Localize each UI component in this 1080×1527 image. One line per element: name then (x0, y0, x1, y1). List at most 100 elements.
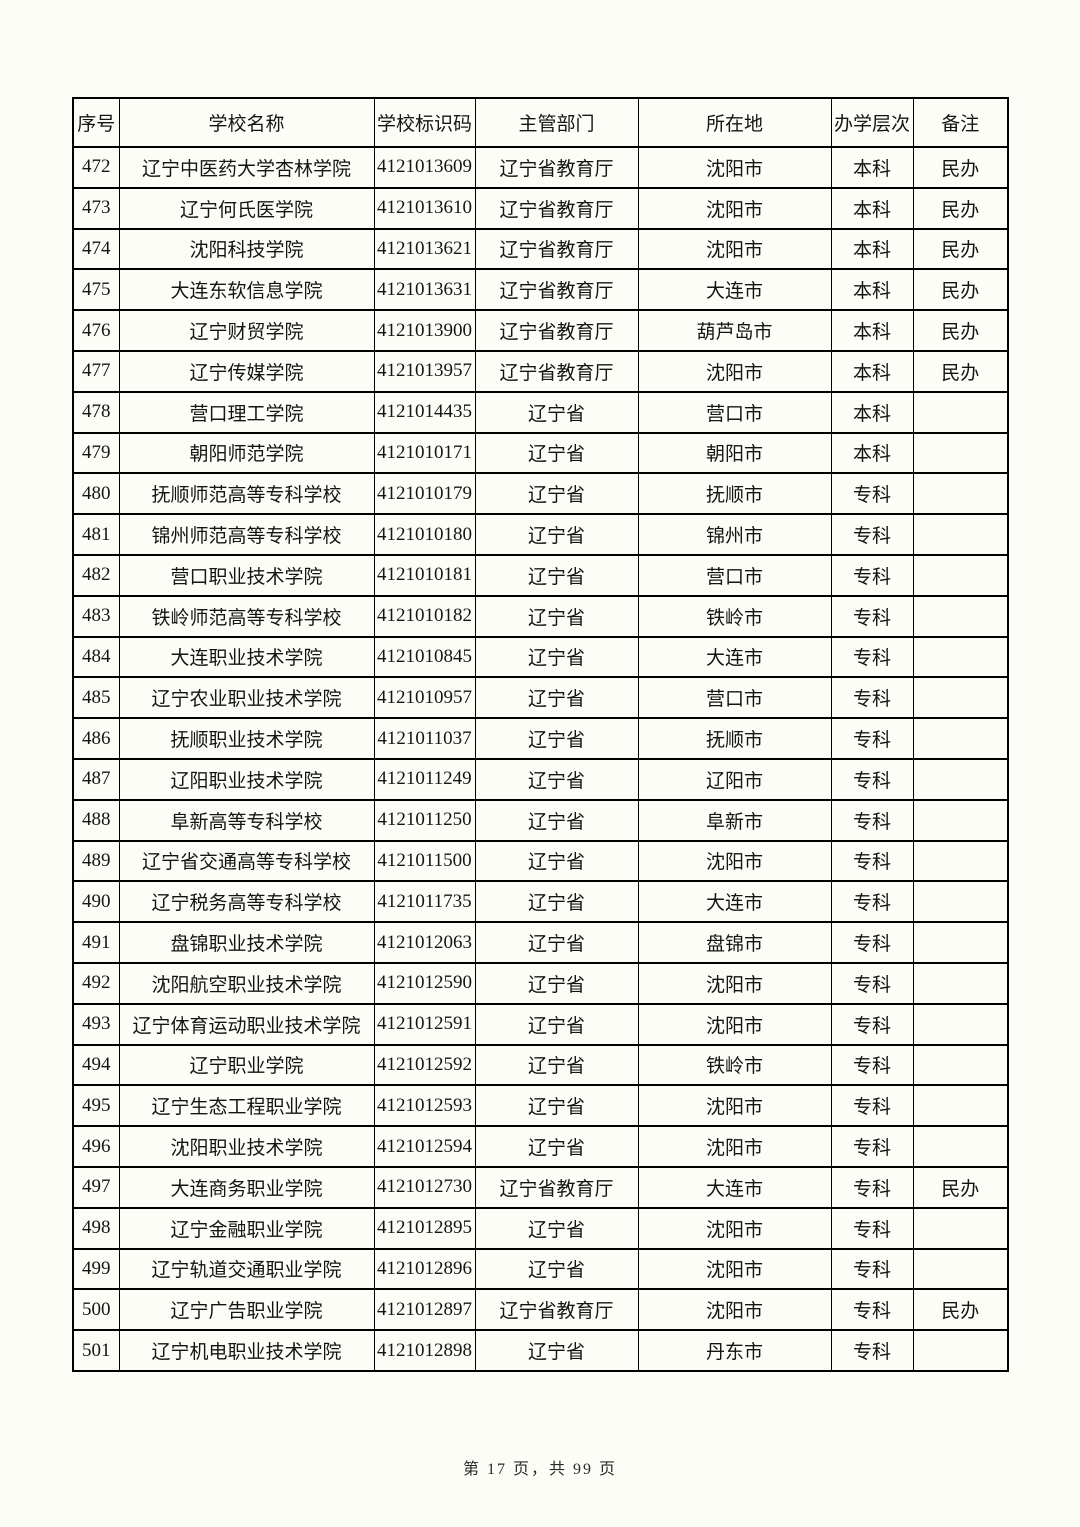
cell-authority: 辽宁省教育厅 (474, 1288, 639, 1332)
cell-serial: 483 (72, 594, 120, 638)
cell-authority: 辽宁省教育厅 (474, 309, 639, 352)
cell-authority: 辽宁省 (474, 472, 639, 516)
cell-remark (912, 635, 1009, 679)
cell-remark (912, 431, 1009, 475)
table-row: 477 辽宁传媒学院 4121013957 辽宁省教育厅 沈阳市 本科 民办 (72, 349, 1009, 393)
cell-school-name: 辽宁税务高等专科学校 (118, 880, 375, 924)
cell-location: 沈阳市 (637, 839, 832, 883)
cell-serial: 477 (72, 349, 120, 393)
table-row: 485 辽宁农业职业技术学院 4121010957 辽宁省 营口市 专科 (72, 676, 1009, 720)
cell-school-id: 4121011249 (373, 757, 476, 801)
cell-level: 专科 (830, 472, 914, 516)
cell-level: 专科 (830, 513, 914, 556)
cell-location: 沈阳市 (637, 349, 832, 393)
cell-remark (912, 594, 1009, 638)
cell-serial: 473 (72, 186, 120, 230)
cell-school-name: 大连商务职业学院 (118, 1165, 375, 1209)
cell-school-name: 辽宁体育运动职业技术学院 (118, 1002, 375, 1046)
cell-school-id: 4121012591 (373, 1002, 476, 1046)
cell-school-name: 朝阳师范学院 (118, 431, 375, 475)
cell-location: 锦州市 (637, 513, 832, 556)
cell-authority: 辽宁省 (474, 513, 639, 556)
cell-serial: 499 (72, 1247, 120, 1291)
cell-level: 专科 (830, 676, 914, 720)
table-row: 492 沈阳航空职业技术学院 4121012590 辽宁省 沈阳市 专科 (72, 961, 1009, 1005)
table-row: 499 辽宁轨道交通职业学院 4121012896 辽宁省 沈阳市 专科 (72, 1247, 1009, 1291)
cell-school-id: 4121013609 (373, 146, 476, 189)
cell-level: 专科 (830, 1329, 914, 1372)
cell-level: 专科 (830, 553, 914, 597)
cell-remark (912, 961, 1009, 1005)
cell-location: 大连市 (637, 268, 832, 312)
table-row: 481 锦州师范高等专科学校 4121010180 辽宁省 锦州市 专科 (72, 513, 1009, 556)
cell-level: 专科 (830, 1084, 914, 1128)
cell-remark: 民办 (912, 1288, 1009, 1332)
cell-school-id: 4121013957 (373, 349, 476, 393)
cell-school-id: 4121011037 (373, 717, 476, 760)
cell-remark: 民办 (912, 146, 1009, 189)
cell-serial: 489 (72, 839, 120, 883)
cell-location: 沈阳市 (637, 961, 832, 1005)
table-row: 486 抚顺职业技术学院 4121011037 辽宁省 抚顺市 专科 (72, 717, 1009, 760)
cell-serial: 484 (72, 635, 120, 679)
cell-remark (912, 513, 1009, 556)
cell-school-id: 4121010845 (373, 635, 476, 679)
cell-school-id: 4121010181 (373, 553, 476, 597)
cell-level: 专科 (830, 1002, 914, 1046)
school-list-table: 序号 学校名称 学校标识码 主管部门 所在地 办学层次 备注 472 辽宁中医药大… (72, 97, 1009, 1372)
cell-serial: 475 (72, 268, 120, 312)
cell-school-name: 辽宁金融职业学院 (118, 1206, 375, 1250)
cell-remark (912, 757, 1009, 801)
cell-level: 本科 (830, 309, 914, 352)
cell-location: 丹东市 (637, 1329, 832, 1372)
cell-level: 专科 (830, 921, 914, 964)
cell-location: 沈阳市 (637, 1002, 832, 1046)
cell-level: 专科 (830, 1288, 914, 1332)
table-row: 483 铁岭师范高等专科学校 4121010182 辽宁省 铁岭市 专科 (72, 594, 1009, 638)
cell-school-id: 4121010182 (373, 594, 476, 638)
cell-school-name: 沈阳航空职业技术学院 (118, 961, 375, 1005)
cell-remark (912, 553, 1009, 597)
cell-location: 抚顺市 (637, 472, 832, 516)
cell-school-name: 辽宁中医药大学杏林学院 (118, 146, 375, 189)
col-header-level: 办学层次 (830, 97, 914, 148)
table-body: 472 辽宁中医药大学杏林学院 4121013609 辽宁省教育厅 沈阳市 本科 民办 473… (72, 146, 1009, 1372)
cell-remark (912, 1084, 1009, 1128)
cell-remark (912, 921, 1009, 964)
cell-serial: 474 (72, 227, 120, 271)
cell-location: 盘锦市 (637, 921, 832, 964)
cell-school-id: 4121012897 (373, 1288, 476, 1332)
cell-school-name: 辽宁职业学院 (118, 1043, 375, 1087)
cell-remark: 民办 (912, 1165, 1009, 1209)
cell-level: 专科 (830, 1125, 914, 1168)
cell-school-name: 辽宁机电职业技术学院 (118, 1329, 375, 1372)
cell-authority: 辽宁省 (474, 880, 639, 924)
cell-school-id: 4121013621 (373, 227, 476, 271)
cell-school-id: 4121012593 (373, 1084, 476, 1128)
col-header-school-id: 学校标识码 (373, 97, 476, 148)
cell-school-id: 4121012063 (373, 921, 476, 964)
col-header-remark: 备注 (912, 97, 1009, 148)
cell-authority: 辽宁省 (474, 553, 639, 597)
col-header-serial: 序号 (72, 97, 120, 148)
table-row: 479 朝阳师范学院 4121010171 辽宁省 朝阳市 本科 (72, 431, 1009, 475)
table-row: 482 营口职业技术学院 4121010181 辽宁省 营口市 专科 (72, 553, 1009, 597)
cell-authority: 辽宁省教育厅 (474, 268, 639, 312)
cell-authority: 辽宁省 (474, 961, 639, 1005)
cell-level: 专科 (830, 717, 914, 760)
cell-remark (912, 1329, 1009, 1372)
cell-school-name: 铁岭师范高等专科学校 (118, 594, 375, 638)
cell-authority: 辽宁省教育厅 (474, 146, 639, 189)
cell-serial: 482 (72, 553, 120, 597)
cell-remark (912, 472, 1009, 516)
cell-remark (912, 839, 1009, 883)
cell-location: 沈阳市 (637, 1125, 832, 1168)
cell-serial: 500 (72, 1288, 120, 1332)
cell-school-name: 辽宁何氏医学院 (118, 186, 375, 230)
table-row: 476 辽宁财贸学院 4121013900 辽宁省教育厅 葫芦岛市 本科 民办 (72, 309, 1009, 352)
cell-serial: 485 (72, 676, 120, 720)
cell-level: 本科 (830, 431, 914, 475)
cell-serial: 491 (72, 921, 120, 964)
cell-serial: 496 (72, 1125, 120, 1168)
